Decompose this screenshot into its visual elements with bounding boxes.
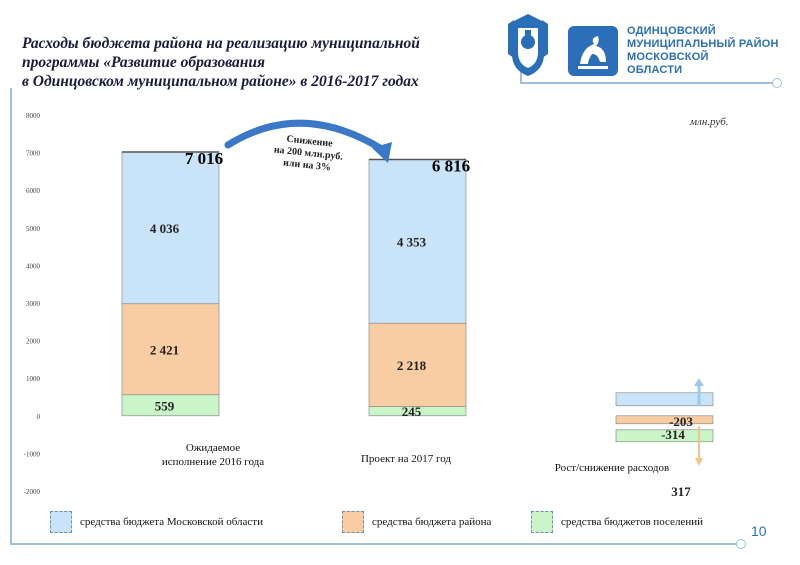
- y-tick-label: 0: [37, 413, 41, 421]
- legend-label-moscow-region: средства бюджета Московской области: [80, 516, 264, 528]
- district-logo-icon: [568, 26, 618, 76]
- change-note: или на 3%: [283, 157, 332, 173]
- legend-swatch-settlements: [531, 511, 553, 533]
- org-line-1: ОДИНЦОВСКИЙ: [627, 25, 716, 37]
- change-arrow: [224, 119, 384, 152]
- y-tick-label: 2000: [26, 338, 41, 346]
- y-tick-label: 3000: [26, 300, 41, 308]
- frame-dot-bottom: [736, 539, 746, 549]
- bar-segment: [368, 322, 467, 407]
- page-title: Расходы бюджета района на реализацию мун…: [22, 34, 522, 91]
- data-label: 4 353: [397, 234, 427, 249]
- org-name: ОДИНЦОВСКИЙ МУНИЦИПАЛЬНЫЙ РАЙОН МОСКОВСК…: [627, 25, 797, 77]
- y-tick-label: 7000: [26, 150, 41, 158]
- y-tick-label: -2000: [24, 488, 41, 496]
- data-label: 2 218: [397, 358, 427, 373]
- coat-of-arms-icon: [508, 14, 548, 76]
- category-label: Ожидаемое: [186, 442, 240, 454]
- change-arrow-head: [372, 142, 392, 163]
- y-tick-label: 4000: [26, 262, 41, 270]
- bar-segment: [368, 159, 467, 324]
- legend-swatch-moscow-region: [50, 511, 72, 533]
- data-label: -203: [669, 414, 693, 429]
- change-bar-moscow-region: [615, 392, 714, 407]
- org-line-2: МУНИЦИПАЛЬНЫЙ РАЙОН: [627, 38, 779, 50]
- legend-swatch-district: [342, 511, 364, 533]
- y-tick-label: 1000: [26, 375, 41, 383]
- frame-left-line: [10, 88, 12, 543]
- category-label: исполнение 2016 года: [162, 456, 264, 468]
- arrow-up-head: [694, 378, 704, 386]
- data-label: -314: [661, 427, 685, 442]
- title-line-2: программы «Развитие образования: [22, 54, 265, 71]
- data-label: 559: [155, 398, 175, 413]
- bar-segment: [121, 151, 220, 305]
- category-label: Рост/снижение расходов: [555, 462, 669, 474]
- arrow-down-head: [695, 458, 703, 466]
- data-label: 317: [671, 484, 691, 499]
- y-tick-label: 8000: [26, 112, 41, 120]
- data-label: 2 421: [150, 342, 179, 357]
- change-bar-settlements: [615, 429, 714, 443]
- category-label: Проект на 2017 год: [361, 453, 451, 465]
- legend-label-district: средства бюджета района: [372, 516, 492, 528]
- page-number: 10: [751, 523, 767, 539]
- frame-horizontal-line: [520, 82, 775, 84]
- total-label: 7 016: [185, 149, 223, 168]
- change-bar-district: [615, 415, 714, 425]
- bar-segment: [121, 303, 220, 396]
- total-label: 6 816: [432, 157, 470, 176]
- org-line-4: ОБЛАСТИ: [627, 64, 683, 76]
- legend-item-settlements: средства бюджетов поселений: [531, 510, 703, 534]
- change-note: Снижение: [286, 134, 334, 150]
- legend-item-moscow-region: средства бюджета Московской области: [50, 510, 263, 534]
- unit-label: млн.руб.: [690, 116, 729, 128]
- frame-bottom-line: [10, 543, 738, 545]
- org-line-3: МОСКОВСКОЙ: [627, 51, 709, 63]
- y-tick-label: -1000: [24, 450, 41, 458]
- title-line-3: в Одинцовском муниципальном районе» в 20…: [22, 73, 419, 90]
- legend-label-settlements: средства бюджетов поселений: [561, 516, 703, 528]
- legend-item-district: средства бюджета района: [342, 510, 491, 534]
- data-label: 245: [402, 404, 422, 419]
- title-line-1: Расходы бюджета района на реализацию мун…: [22, 35, 420, 52]
- y-tick-label: 6000: [26, 187, 41, 195]
- data-label: 4 036: [150, 221, 180, 236]
- y-tick-label: 5000: [26, 225, 41, 233]
- frame-dot-right: [772, 78, 782, 88]
